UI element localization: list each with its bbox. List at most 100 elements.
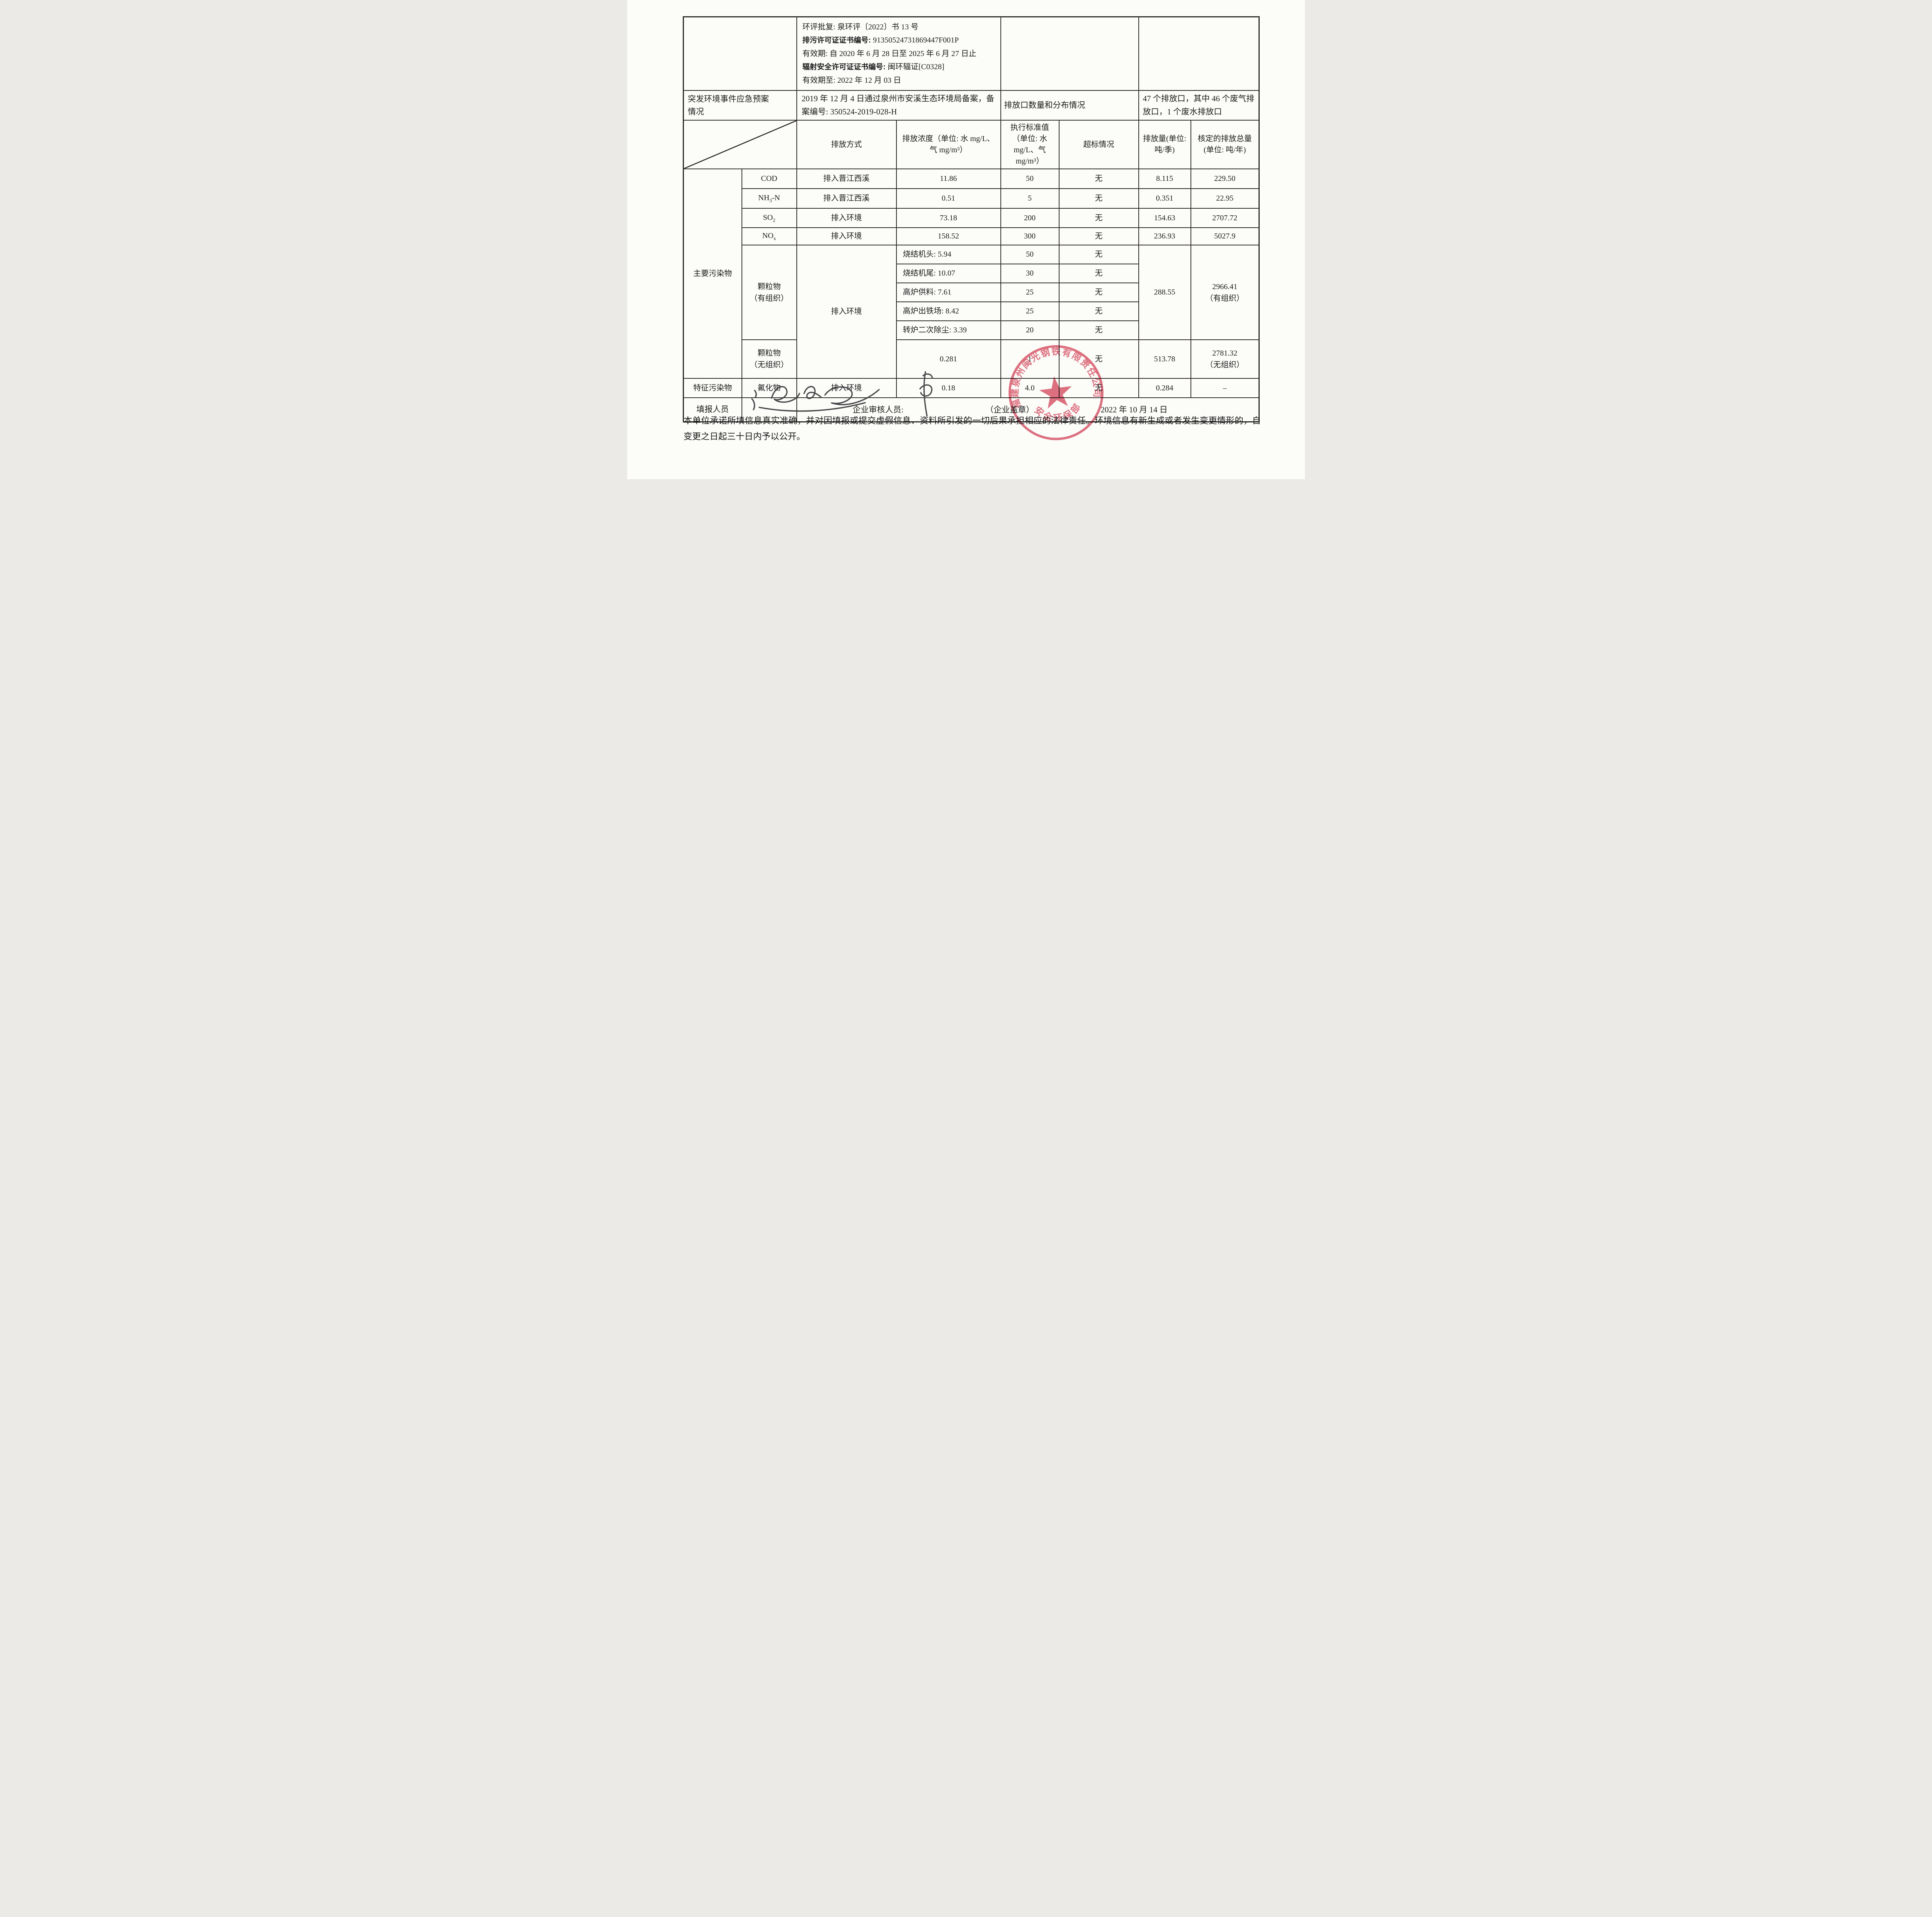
- pm-sinter-tail-concentration: 烧结机尾: 10.07: [896, 264, 1001, 284]
- row-fluoride: 特征污染物 氟化物 排入环境 0.18 4.0 无 0.284 –: [683, 378, 1260, 398]
- so2-standard: 200: [1000, 208, 1060, 228]
- header-standard: 执行标准值（单位: 水 mg/L、气 mg/m³）: [1000, 120, 1060, 170]
- row-nh3n: NH3-N 排入晋江西溪 0.51 5 无 0.351 22.95: [684, 188, 1260, 209]
- discharge-permit-label: 排污许可证证书编号:: [802, 36, 873, 44]
- pm-organized-total: 2966.41 （有组织）: [1190, 245, 1260, 340]
- pollutant-cod: COD: [741, 169, 797, 189]
- permits-row-empty-mid: [1000, 16, 1139, 91]
- header-amount: 排放量(单位: 吨/季): [1138, 120, 1191, 170]
- row-pm-converter: 转炉二次除尘: 3.39 20 无: [684, 320, 1259, 340]
- fluoride-amount: 0.284: [1138, 378, 1191, 398]
- row-pm-bf-casting: 高炉出铁场: 8.42 25 无: [684, 301, 1259, 322]
- eia-approval-line: 环评批复: 泉环评〔2022〕书 13 号: [802, 23, 919, 31]
- so2-exceed: 无: [1058, 208, 1139, 228]
- environment-disclosure-table: 环评批复: 泉环评〔2022〕书 13 号 排污许可证证书编号: 9135052…: [683, 16, 1260, 422]
- row-so2: SO2 排入环境 73.18 200 无 154.63 2707.72: [684, 208, 1260, 228]
- nox-total: 5027.9: [1190, 227, 1260, 246]
- cod-amount: 8.115: [1138, 169, 1191, 189]
- group-pm-organized: 颗粒物 （有组织）: [741, 245, 797, 340]
- pollutant-nh3n-sub: 3: [769, 197, 772, 204]
- so2-concentration: 73.18: [896, 208, 1001, 228]
- pm-unorganized-amount: 513.78: [1138, 339, 1191, 379]
- cod-exceed: 无: [1058, 169, 1139, 189]
- nox-exceed: 无: [1058, 227, 1139, 246]
- nh3n-total: 22.95: [1190, 188, 1260, 209]
- fluoride-standard: 4.0: [1000, 378, 1060, 398]
- permits-row-empty-left: [683, 16, 797, 91]
- nh3n-amount: 0.351: [1138, 188, 1191, 209]
- group-main-pollutants: 主要污染物: [683, 169, 742, 379]
- pm-unorganized-exceed: 无: [1058, 339, 1139, 379]
- pm-discharge-mode: 排入环境: [796, 245, 897, 379]
- fluoride-total: –: [1190, 378, 1260, 398]
- fluoride-mode: 排入环境: [796, 378, 897, 398]
- pm-sinter-tail-exceed: 无: [1058, 264, 1139, 284]
- pollutant-nox: NOx: [741, 227, 797, 246]
- radiation-validity-line: 有效期至: 2022 年 12 月 03 日: [802, 76, 901, 85]
- pm-sinter-tail-standard: 30: [1000, 264, 1060, 284]
- emergency-plan-label: 突发环境事件应急预案情况: [683, 90, 797, 121]
- group-characteristic-pollutants: 特征污染物: [683, 378, 742, 398]
- nox-concentration: 158.52: [896, 227, 1001, 246]
- nh3n-standard: 5: [1000, 188, 1060, 209]
- pm-sinter-head-concentration: 烧结机头: 5.94: [896, 245, 1001, 265]
- pm-unorganized-total-value: 2781.32: [1212, 349, 1238, 358]
- pm-unorganized-total-note: （无组织）: [1205, 361, 1244, 369]
- pollutant-nh3n: NH3-N: [741, 188, 797, 209]
- pm-organized-amount: 288.55: [1138, 245, 1191, 340]
- header-exceed: 超标情况: [1058, 120, 1139, 170]
- pollutant-fluoride: 氟化物: [741, 378, 797, 398]
- pm-unorganized-line2: （无组织）: [750, 361, 789, 369]
- permit-validity-line: 有效期: 自 2020 年 6 月 28 日至 2025 年 6 月 27 日止: [802, 49, 977, 58]
- nh3n-exceed: 无: [1058, 188, 1139, 209]
- radiation-permit-number: 闽环辐证[C0328]: [888, 63, 944, 71]
- pm-sinter-head-standard: 50: [1000, 245, 1060, 265]
- pm-organized-line1: 颗粒物: [757, 282, 781, 291]
- pollutant-nox-sub: x: [773, 235, 776, 242]
- pm-unorganized-total: 2781.32 （无组织）: [1190, 339, 1260, 379]
- nox-amount: 236.93: [1138, 227, 1191, 246]
- permits-row: 环评批复: 泉环评〔2022〕书 13 号 排污许可证证书编号: 9135052…: [683, 16, 1260, 91]
- disclaimer-text: 本单位承诺所填信息真实准确，并对因填报或提交虚假信息、资料所引发的一切后果承担相…: [684, 416, 1261, 441]
- row-pm-bf-feed: 高炉供料: 7.61 25 无: [684, 283, 1259, 303]
- pm-unorganized-standard: 1: [1000, 339, 1060, 379]
- row-pm-unorganized: 颗粒物 （无组织） 0.281 1 无 513.78 2781.32 （无组织）: [684, 339, 1260, 379]
- pm-unorganized-line1: 颗粒物: [757, 349, 781, 358]
- row-pm-sinter-tail: 烧结机尾: 10.07 30 无: [684, 264, 1259, 284]
- nox-standard: 300: [1000, 227, 1060, 246]
- header-discharge-mode: 排放方式: [796, 120, 897, 170]
- pm-organized-total-value: 2966.41: [1212, 282, 1238, 291]
- permits-row-empty-right: [1138, 16, 1260, 91]
- row-cod: 主要污染物 COD 排入晋江西溪 11.86 50 无 8.115 229.50: [683, 169, 1260, 379]
- emergency-outlets-row: 突发环境事件应急预案情况 2019 年 12 月 4 日通过泉州市安溪生态环境局…: [683, 90, 1260, 121]
- row-nox: NOx 排入环境 158.52 300 无 236.93 5027.9: [684, 227, 1260, 246]
- pollutant-nh3n-base: NH: [758, 194, 770, 203]
- fluoride-exceed: 无: [1058, 378, 1139, 398]
- pm-bf-casting-exceed: 无: [1058, 301, 1139, 322]
- cod-standard: 50: [1000, 169, 1060, 189]
- pm-bf-feed-concentration: 高炉供料: 7.61: [896, 283, 1001, 303]
- discharge-permit-line: 排污许可证证书编号: 91350524731869447F001P: [803, 34, 1000, 47]
- fluoride-concentration: 0.18: [896, 378, 1001, 398]
- nox-mode: 排入环境: [796, 227, 897, 246]
- pm-converter-standard: 20: [1000, 320, 1060, 340]
- outlets-value: 47 个排放口，其中 46 个废气排放口，1 个废水排放口: [1138, 90, 1260, 121]
- discharge-permit-number: 91350524731869447F001P: [873, 36, 959, 44]
- pm-sinter-head-exceed: 无: [1058, 245, 1139, 265]
- header-approved-total: 核定的排放总量(单位: 吨/年): [1190, 120, 1260, 170]
- cod-concentration: 11.86: [896, 169, 1001, 189]
- so2-total: 2707.72: [1190, 208, 1260, 228]
- pm-bf-feed-exceed: 无: [1058, 283, 1139, 303]
- diagonal-header-cell: [683, 120, 797, 170]
- permit-info-cell: 环评批复: 泉环评〔2022〕书 13 号 排污许可证证书编号: 9135052…: [796, 16, 1001, 91]
- pm-converter-exceed: 无: [1058, 320, 1139, 340]
- radiation-permit-line: 辐射安全许可证证书编号: 闽环辐证[C0328]: [803, 60, 1000, 74]
- cod-mode: 排入晋江西溪: [796, 169, 897, 189]
- row-pm-sinter-head: 颗粒物 （有组织） 排入环境 烧结机头: 5.94 50 无 288.55 29…: [684, 245, 1260, 379]
- nh3n-concentration: 0.51: [896, 188, 1001, 209]
- pm-bf-feed-standard: 25: [1000, 283, 1060, 303]
- pollutant-so2: SO2: [741, 208, 797, 228]
- cod-total: 229.50: [1190, 169, 1260, 189]
- pm-unorganized-concentration: 0.281: [896, 339, 1001, 379]
- pollutant-nh3n-tail: -N: [772, 194, 780, 203]
